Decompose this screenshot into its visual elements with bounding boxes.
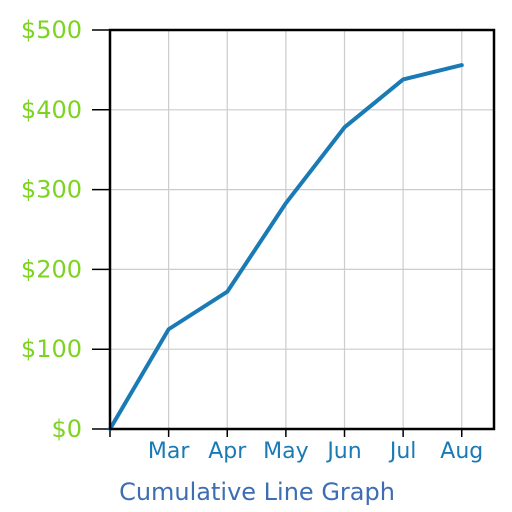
y-tick-label: $500 <box>21 16 82 44</box>
grid-lines <box>110 29 494 430</box>
x-tick-label: Jun <box>325 439 361 464</box>
y-tick-label: $200 <box>21 255 82 283</box>
y-tick-label: $300 <box>21 176 82 204</box>
x-axis-label: Cumulative Line Graph <box>119 478 395 506</box>
series-line <box>108 63 464 431</box>
y-tick-label: $400 <box>21 96 82 124</box>
y-axis-ticks: $0 $100 $200 $300 $400 $500 <box>21 16 110 443</box>
y-tick-label: $0 <box>51 415 82 443</box>
x-axis-ticks: Mar Apr May Jun Jul Aug <box>109 429 483 464</box>
x-tick-label: Jul <box>388 439 417 464</box>
x-tick-label: Aug <box>440 439 483 464</box>
plot-frame <box>108 28 496 431</box>
x-tick-label: May <box>263 439 308 464</box>
series-layer <box>108 63 464 431</box>
x-tick-label: Mar <box>148 439 190 464</box>
x-tick-label: Apr <box>208 439 247 464</box>
y-tick-label: $100 <box>21 335 82 363</box>
